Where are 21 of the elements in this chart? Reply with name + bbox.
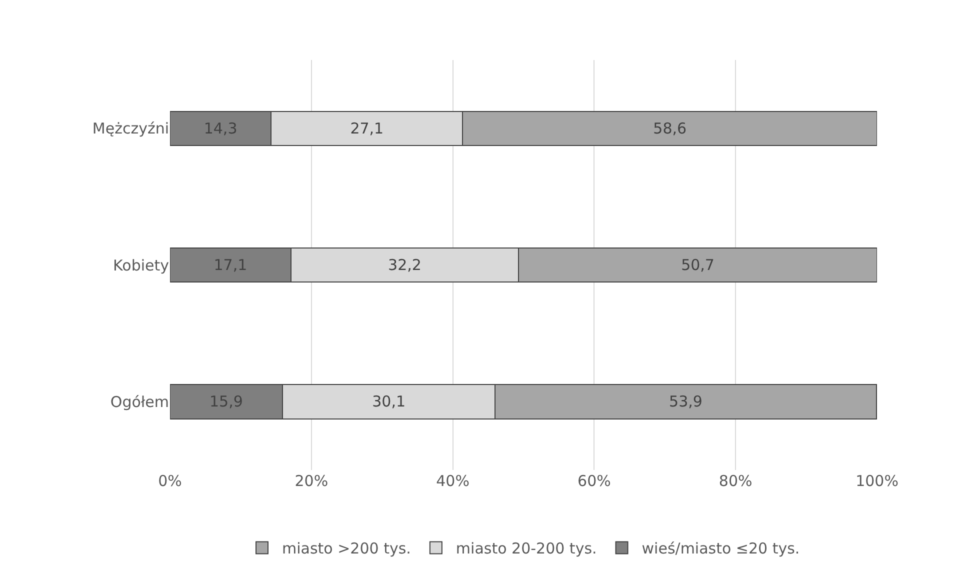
data-label: 14,3: [204, 119, 238, 138]
x-tick-label: 20%: [294, 472, 328, 490]
y-tick-label: Kobiety: [113, 256, 170, 274]
data-label: 27,1: [350, 119, 384, 138]
y-tick-label: Mężczyźni: [92, 120, 169, 138]
x-tick-label: 0%: [158, 472, 182, 490]
data-label: 53,9: [669, 392, 702, 411]
x-tick-label: 100%: [856, 472, 898, 490]
data-label: 17,1: [214, 256, 248, 274]
data-label: 50,7: [681, 256, 714, 274]
legend-label: wieś/miasto ≤20 tys.: [642, 540, 800, 558]
x-tick-label: 60%: [578, 472, 611, 490]
data-label: 58,6: [653, 119, 687, 138]
x-tick-label: 80%: [718, 472, 752, 490]
data-label: 32,2: [388, 256, 422, 274]
legend-label: miasto 20-200 tys.: [456, 540, 597, 558]
x-tick-label: 40%: [436, 472, 470, 490]
data-label: 30,1: [372, 392, 406, 411]
data-label: 15,9: [210, 392, 243, 411]
y-tick-label: Ogółem: [110, 392, 169, 411]
legend-label: miasto >200 tys.: [282, 540, 411, 558]
